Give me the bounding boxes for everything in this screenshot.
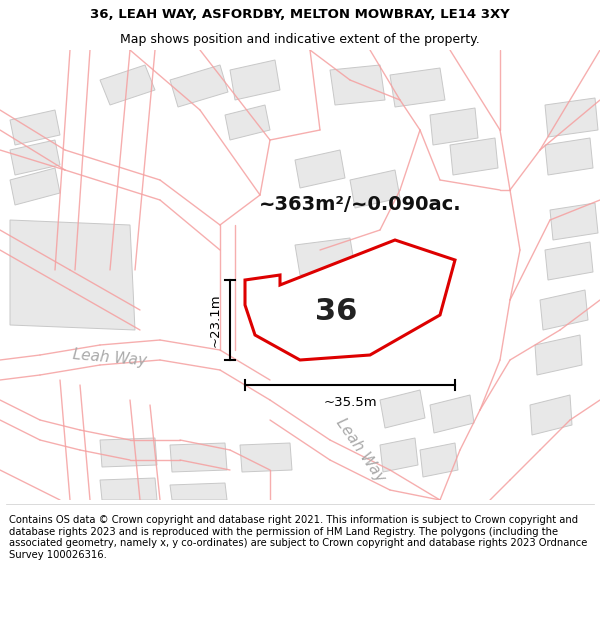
Polygon shape <box>170 483 227 500</box>
Polygon shape <box>240 443 292 472</box>
Polygon shape <box>430 108 478 145</box>
Polygon shape <box>245 240 455 360</box>
Text: 36, LEAH WAY, ASFORDBY, MELTON MOWBRAY, LE14 3XY: 36, LEAH WAY, ASFORDBY, MELTON MOWBRAY, … <box>90 8 510 21</box>
Polygon shape <box>545 138 593 175</box>
Polygon shape <box>295 238 355 275</box>
Polygon shape <box>545 242 593 280</box>
Polygon shape <box>10 140 60 175</box>
Polygon shape <box>450 138 498 175</box>
Text: Contains OS data © Crown copyright and database right 2021. This information is : Contains OS data © Crown copyright and d… <box>9 515 587 560</box>
Polygon shape <box>170 65 228 107</box>
Polygon shape <box>430 395 474 433</box>
Polygon shape <box>380 438 418 472</box>
Polygon shape <box>530 395 572 435</box>
Polygon shape <box>540 290 588 330</box>
Polygon shape <box>10 220 135 330</box>
Text: ~363m²/~0.090ac.: ~363m²/~0.090ac. <box>259 196 461 214</box>
Polygon shape <box>100 478 157 500</box>
Text: Leah Way: Leah Way <box>332 415 388 485</box>
Polygon shape <box>535 335 582 375</box>
Polygon shape <box>170 443 227 472</box>
Text: Map shows position and indicative extent of the property.: Map shows position and indicative extent… <box>120 32 480 46</box>
Polygon shape <box>10 110 60 145</box>
Polygon shape <box>100 438 157 467</box>
Polygon shape <box>330 65 385 105</box>
Polygon shape <box>100 65 155 105</box>
Polygon shape <box>225 105 270 140</box>
Polygon shape <box>350 170 400 208</box>
Polygon shape <box>295 150 345 188</box>
Polygon shape <box>380 390 425 428</box>
Text: ~23.1m: ~23.1m <box>209 293 221 347</box>
Polygon shape <box>390 68 445 107</box>
Polygon shape <box>550 203 598 240</box>
Text: ~35.5m: ~35.5m <box>323 396 377 409</box>
Polygon shape <box>420 443 458 477</box>
Polygon shape <box>545 98 598 137</box>
Text: Leah Way: Leah Way <box>73 348 148 369</box>
Polygon shape <box>10 168 60 205</box>
Polygon shape <box>230 60 280 100</box>
Text: 36: 36 <box>316 296 358 326</box>
